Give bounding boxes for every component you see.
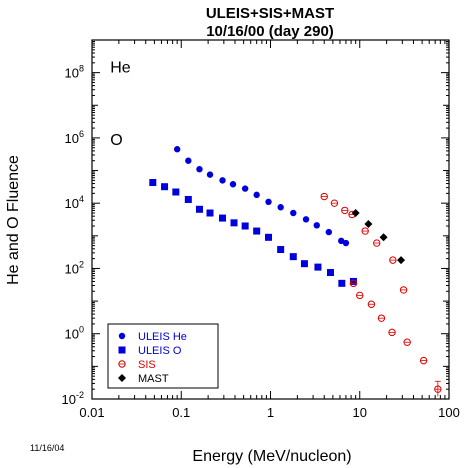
data-point	[349, 277, 357, 285]
y-tick-label: 106	[65, 129, 84, 146]
data-point	[195, 205, 203, 213]
data-point	[185, 157, 192, 164]
data-point	[219, 214, 227, 222]
data-point	[161, 183, 169, 191]
x-tick-labels: 0.01 0.1 1 10 100	[79, 405, 460, 420]
x-tick-label: 10	[353, 405, 367, 420]
data-point	[173, 146, 181, 153]
data-point	[300, 260, 308, 268]
data-point	[265, 198, 272, 206]
data-point	[253, 227, 261, 235]
series-sis	[320, 192, 442, 397]
data-point	[367, 300, 376, 308]
y-tick-label: 104	[65, 194, 84, 211]
data-point	[379, 233, 388, 242]
x-tick-label: 1	[267, 405, 274, 420]
annotation-label: O	[110, 132, 122, 149]
data-point	[373, 239, 381, 247]
data-point	[230, 219, 238, 227]
data-point	[196, 165, 203, 173]
legend-label: ULEIS O	[138, 345, 182, 357]
legend-label: SIS	[138, 359, 156, 371]
data-point	[326, 269, 334, 277]
data-point	[229, 181, 237, 188]
data-point	[399, 286, 408, 294]
x-axis-label: Energy (MeV/nucleon)	[192, 448, 351, 465]
y-tick-labels: 10-2 100 102 104 106 108	[62, 64, 84, 407]
data-point	[377, 314, 386, 322]
data-point	[206, 209, 214, 217]
data-point	[349, 279, 358, 288]
data-point	[351, 209, 360, 218]
data-point	[341, 206, 349, 215]
data-point	[356, 291, 364, 300]
data-point	[419, 356, 428, 365]
data-point	[361, 227, 369, 235]
data-point	[314, 263, 322, 271]
series-mast	[351, 209, 406, 265]
legend-box	[107, 323, 219, 389]
data-point	[219, 177, 226, 184]
y-tick-label: 108	[65, 64, 84, 81]
data-point	[149, 179, 157, 187]
chart-subtitle: 10/16/00 (day 290)	[206, 23, 334, 40]
data-point	[241, 185, 249, 192]
y-tick-label: 102	[65, 259, 84, 276]
y-tick-label: 10-2	[62, 390, 84, 407]
y-tick-label: 100	[65, 325, 84, 342]
data-point	[277, 246, 285, 254]
data-point	[434, 385, 442, 393]
x-tick-label: 0.01	[79, 405, 104, 420]
data-point	[403, 338, 411, 346]
legend-marker	[118, 332, 126, 340]
axis-ticks	[91, 40, 450, 400]
data-point	[397, 256, 406, 265]
data-point	[241, 222, 249, 230]
data-point	[325, 228, 332, 236]
data-point	[289, 253, 297, 261]
legend-label: ULEIS He	[138, 331, 187, 343]
data-point	[388, 328, 396, 337]
x-tick-label: 100	[438, 405, 460, 420]
data-point	[290, 209, 297, 217]
data-point	[364, 220, 373, 229]
plot-annotations: He O	[110, 60, 131, 150]
data-point	[184, 195, 192, 203]
legend-label: MAST	[138, 373, 169, 385]
data-point	[338, 279, 346, 287]
data-point	[265, 233, 273, 241]
legend-marker	[118, 360, 126, 368]
y-axis-label: He and O Fluence	[5, 155, 22, 285]
data-point	[389, 256, 397, 264]
data-point	[313, 222, 320, 229]
x-tick-label: 0.1	[172, 405, 190, 420]
data-points	[149, 146, 442, 397]
data-point	[320, 192, 328, 201]
date-stamp: 11/16/04	[30, 443, 64, 453]
data-point	[253, 191, 260, 199]
data-point	[172, 188, 180, 196]
series-uleis-he	[173, 146, 350, 247]
legend: ULEIS He ULEIS O SIS MAST	[107, 323, 219, 389]
legend-marker	[118, 346, 126, 354]
legend-marker	[118, 374, 126, 382]
data-point	[206, 171, 214, 178]
series-uleis-o	[149, 179, 357, 287]
data-point	[330, 199, 339, 207]
chart-title: ULEIS+SIS+MAST	[206, 5, 334, 22]
data-point	[277, 204, 284, 211]
data-point	[302, 216, 310, 223]
annotation-label: He	[110, 60, 131, 77]
data-point	[342, 239, 350, 247]
